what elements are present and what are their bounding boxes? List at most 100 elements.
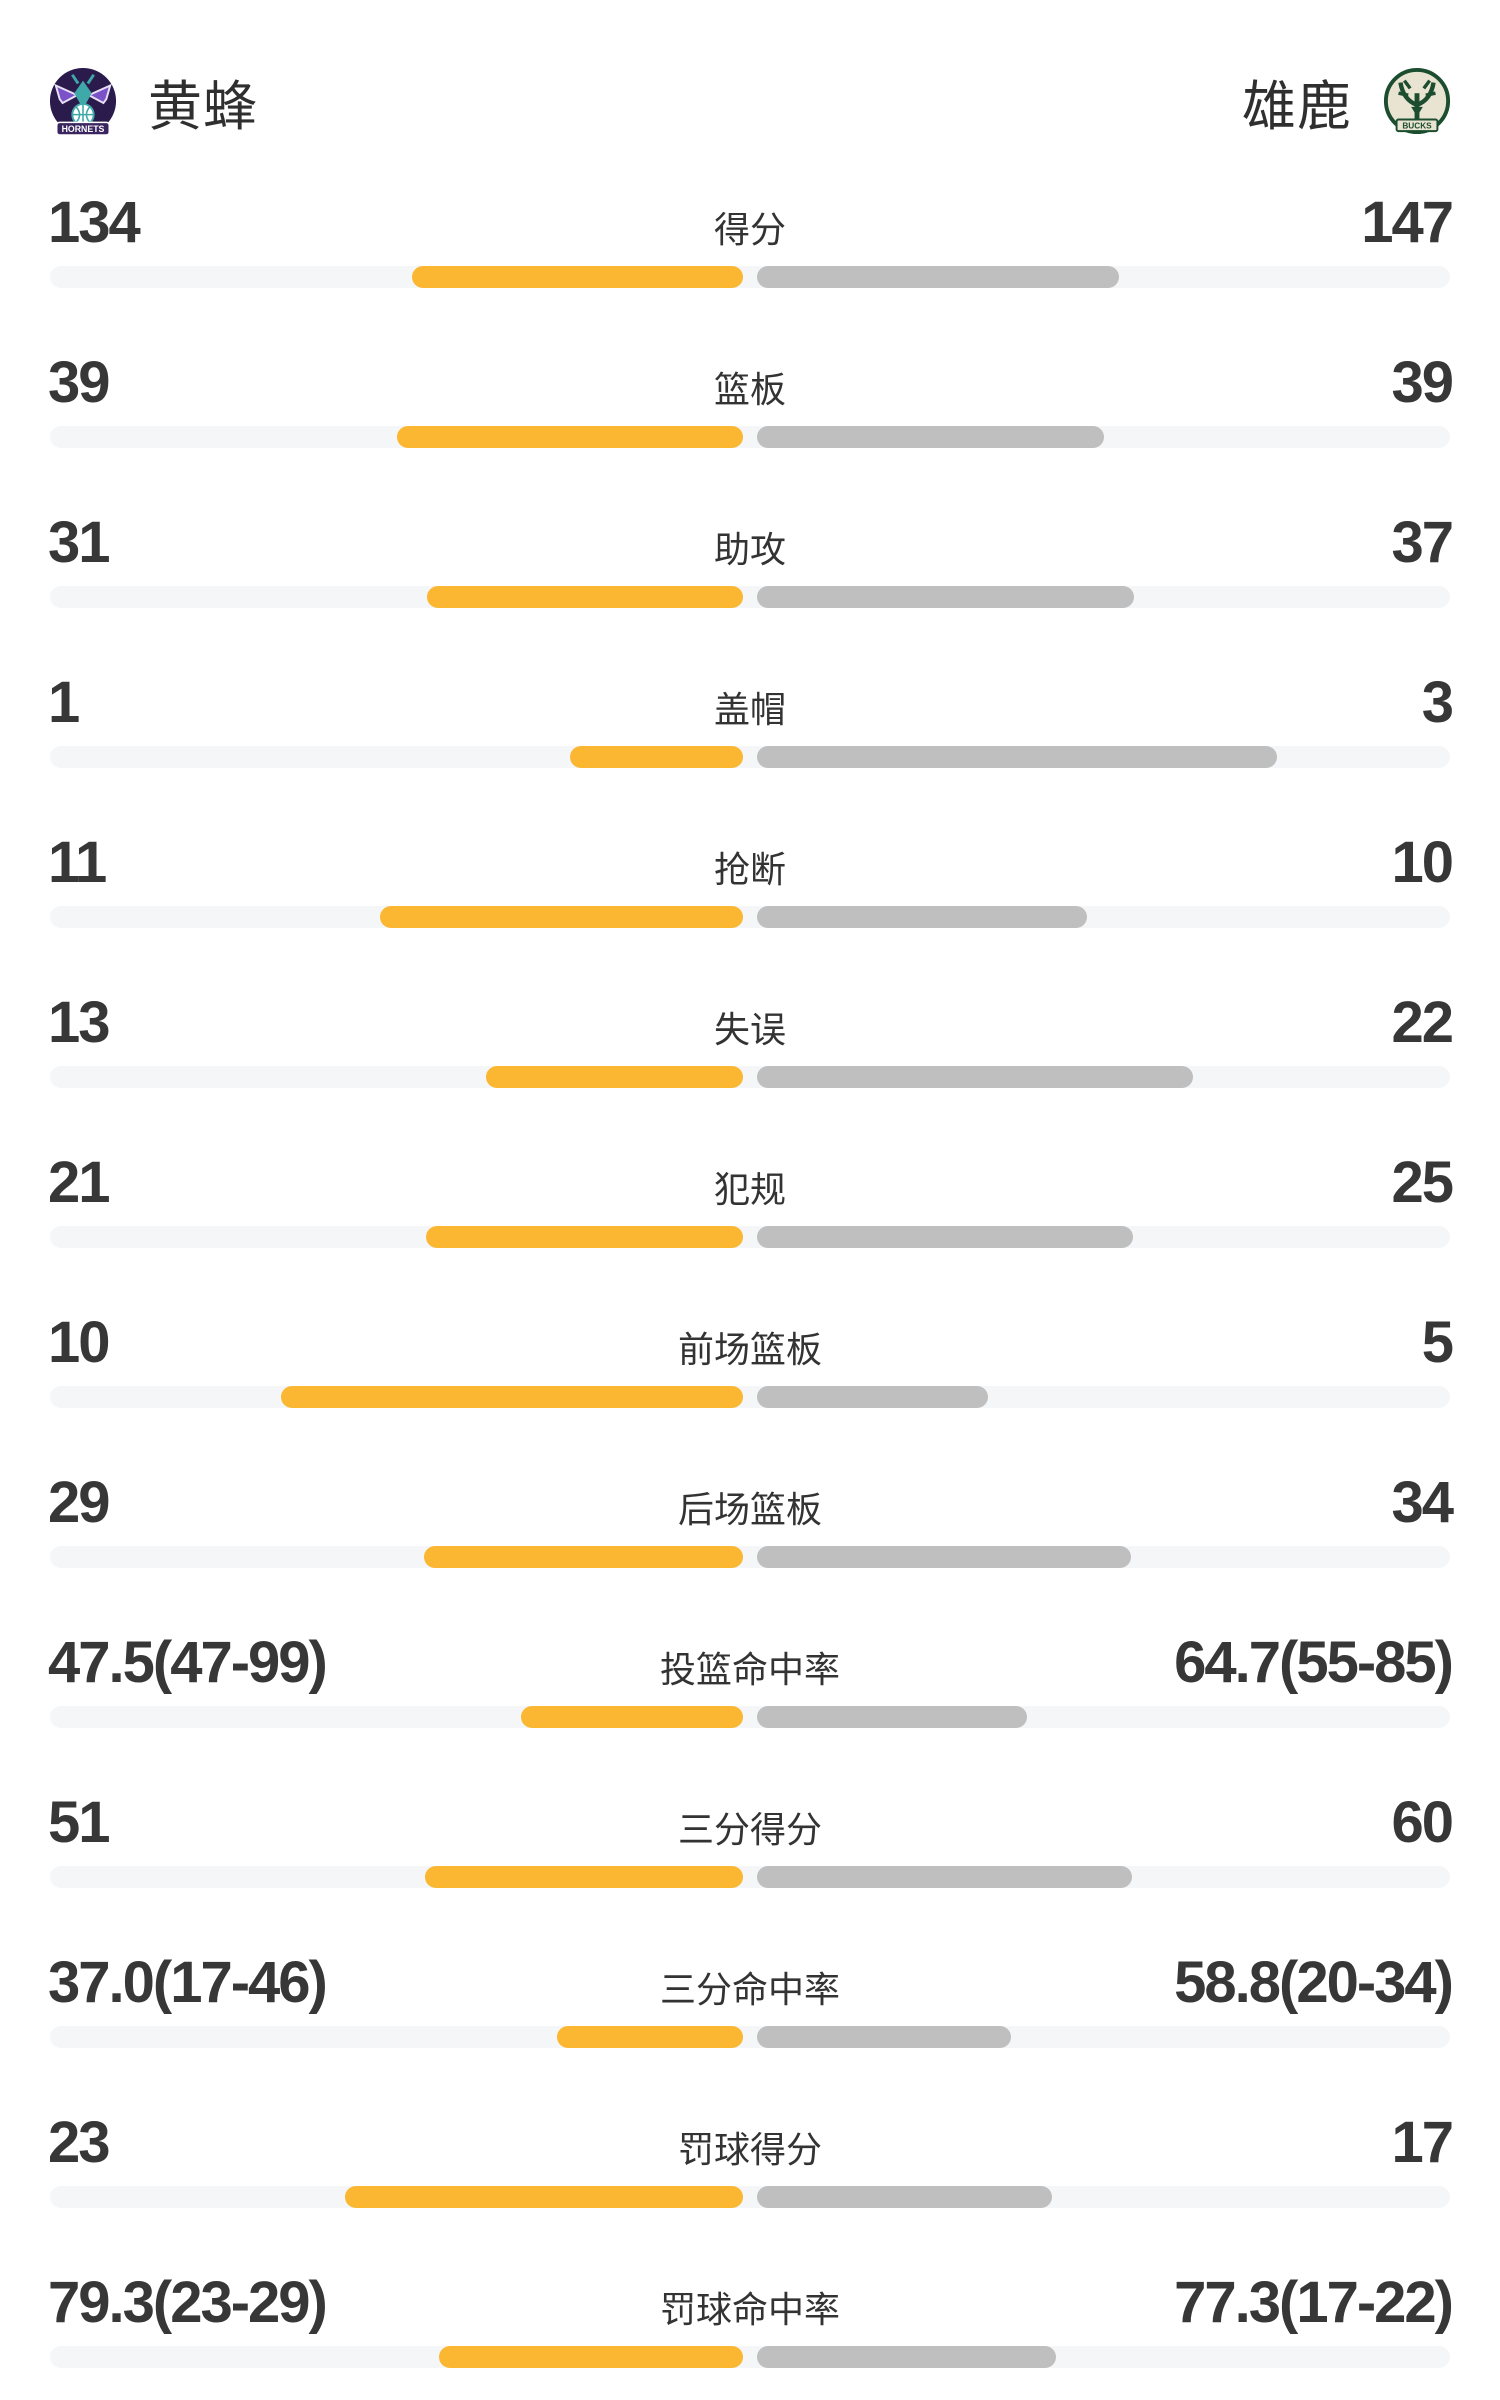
stat-label: 抢断 (713, 849, 786, 890)
home-bar-zone (50, 1386, 743, 1408)
home-stat-bar (396, 426, 743, 448)
home-bar-zone (50, 2026, 743, 2048)
stat-bar-track (50, 1226, 1450, 1248)
away-stat-value: 5 (1421, 1310, 1454, 1375)
away-stat-value: 37 (1391, 510, 1454, 575)
away-stat-value: 10 (1391, 830, 1454, 895)
home-stat-value: 47.5(47-99) (48, 1630, 328, 1695)
home-bar-zone (50, 1226, 743, 1248)
stat-bar-track (50, 906, 1450, 928)
home-stat-bar (569, 746, 743, 768)
home-stat-bar (379, 906, 743, 928)
home-stat-bar (344, 2186, 743, 2208)
away-bar-zone (757, 426, 1450, 448)
away-stat-value: 147 (1361, 190, 1454, 255)
home-stat-value: 134 (48, 190, 141, 255)
stat-row-values: 47.5(47-99) 投篮命中率 64.7(55-85) (0, 1600, 1500, 1692)
stat-bar-track (50, 1386, 1450, 1408)
home-bar-zone (50, 426, 743, 448)
home-bar-zone (50, 1066, 743, 1088)
stat-bar-track (50, 2026, 1450, 2048)
home-team-name: 黄蜂 (148, 76, 258, 137)
stat-label: 得分 (713, 209, 786, 250)
stat-row-values: 21 犯规 25 (0, 1120, 1500, 1212)
stat-label: 前场篮板 (677, 1329, 822, 1370)
away-team-name: 雄鹿 (1242, 76, 1352, 137)
away-bar-zone (757, 746, 1450, 768)
stat-row-values: 31 助攻 37 (0, 480, 1500, 572)
away-bar-zone (757, 1546, 1450, 1568)
bucks-logo-text: BUCKS (1402, 122, 1432, 131)
stat-label: 盖帽 (713, 689, 786, 730)
away-bar-zone (757, 1706, 1450, 1728)
home-stat-bar (424, 1546, 743, 1568)
away-stat-bar (757, 266, 1120, 288)
away-bar-zone (757, 1066, 1450, 1088)
home-bar-zone (50, 266, 743, 288)
stat-bar-track (50, 586, 1450, 608)
away-stat-bar (757, 586, 1134, 608)
stat-bar-track (50, 2186, 1450, 2208)
away-stat-bar (757, 2026, 1012, 2048)
away-stat-value: 25 (1391, 1150, 1454, 1215)
home-stat-bar (520, 1706, 743, 1728)
away-stat-value: 22 (1391, 990, 1454, 1055)
stat-row: 134 得分 147 (0, 160, 1500, 320)
home-stat-value: 21 (48, 1150, 111, 1215)
home-bar-zone (50, 1546, 743, 1568)
home-stat-value: 79.3(23-29) (48, 2270, 328, 2335)
away-bar-zone (757, 266, 1450, 288)
stat-row-values: 1 盖帽 3 (0, 640, 1500, 732)
home-stat-bar (426, 1226, 743, 1248)
stat-row: 11 抢断 10 (0, 800, 1500, 960)
home-stat-bar (556, 2026, 743, 2048)
home-stat-value: 39 (48, 350, 111, 415)
stat-label: 失误 (713, 1009, 786, 1050)
home-bar-zone (50, 1866, 743, 1888)
away-stat-value: 17 (1391, 2110, 1454, 2175)
stat-bar-track (50, 1066, 1450, 1088)
stat-row: 29 后场篮板 34 (0, 1440, 1500, 1600)
stat-row: 13 失误 22 (0, 960, 1500, 1120)
stat-row-values: 51 三分得分 60 (0, 1760, 1500, 1852)
stat-row-values: 10 前场篮板 5 (0, 1280, 1500, 1372)
away-stat-bar (757, 426, 1104, 448)
home-stat-value: 23 (48, 2110, 111, 2175)
stat-label: 罚球命中率 (659, 2289, 840, 2330)
stat-row-values: 11 抢断 10 (0, 800, 1500, 892)
home-stat-value: 37.0(17-46) (48, 1950, 328, 2015)
home-stat-bar (438, 2346, 743, 2368)
hornets-logo-icon: HORNETS (49, 67, 117, 136)
home-stat-bar (424, 1866, 743, 1888)
stat-label: 罚球得分 (677, 2129, 822, 2170)
stat-bar-track (50, 1866, 1450, 1888)
away-stat-value: 34 (1391, 1470, 1454, 1535)
away-bar-zone (757, 2346, 1450, 2368)
home-bar-zone (50, 1706, 743, 1728)
stats-comparison-list: 134 得分 147 39 篮板 39 (0, 160, 1500, 2400)
away-stat-bar (757, 1546, 1132, 1568)
stat-row: 10 前场篮板 5 (0, 1280, 1500, 1440)
stat-label: 三分命中率 (659, 1969, 840, 2010)
stat-row: 47.5(47-99) 投篮命中率 64.7(55-85) (0, 1600, 1500, 1760)
home-stat-value: 10 (48, 1310, 111, 1375)
stat-row: 23 罚球得分 17 (0, 2080, 1500, 2240)
home-stat-value: 1 (48, 670, 80, 735)
stat-row: 21 犯规 25 (0, 1120, 1500, 1280)
bucks-logo-icon: BUCKS (1383, 67, 1451, 135)
match-stats-header: HORNETS 黄蜂 雄鹿 BUCKS (0, 0, 1500, 160)
stat-bar-track (50, 1546, 1450, 1568)
away-bar-zone (757, 2186, 1450, 2208)
stat-row: 39 篮板 39 (0, 320, 1500, 480)
away-stat-bar (757, 746, 1277, 768)
stat-row: 51 三分得分 60 (0, 1760, 1500, 1920)
stat-bar-track (50, 426, 1450, 448)
home-stat-value: 31 (48, 510, 111, 575)
home-stat-value: 11 (48, 830, 107, 895)
stat-row-values: 23 罚球得分 17 (0, 2080, 1500, 2172)
away-stat-bar (757, 1386, 988, 1408)
home-stat-value: 51 (48, 1790, 111, 1855)
stat-bar-track (50, 266, 1450, 288)
away-stat-value: 39 (1391, 350, 1454, 415)
away-bar-zone (757, 1226, 1450, 1248)
